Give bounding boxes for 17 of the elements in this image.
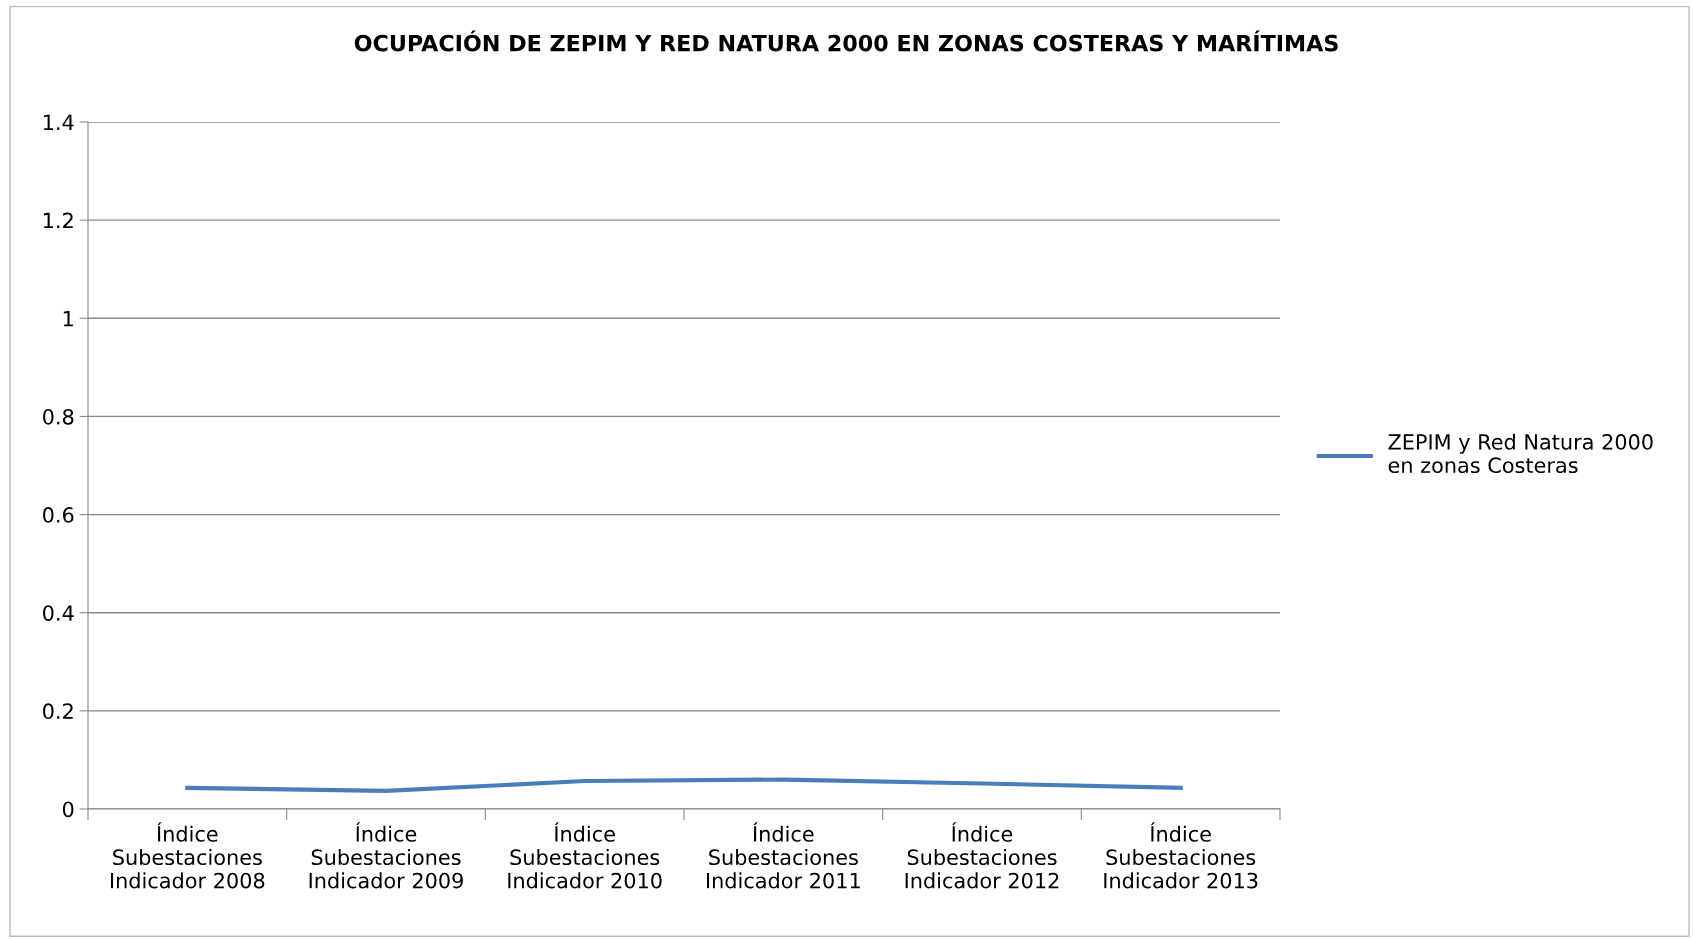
legend-label: ZEPIM y Red Natura 2000 en zonas Costeras (1388, 433, 1653, 474)
y-tick-label: 0.8 (43, 408, 74, 425)
x-tick-label: Índice Subestaciones Indicador 2008 (111, 822, 265, 889)
x-tick-label: Índice Subestaciones Indicador 2013 (1104, 822, 1258, 889)
x-tick-label: Índice Subestaciones Indicador 2011 (707, 822, 860, 889)
y-tick-label: 0 (62, 801, 74, 818)
x-tick-label: Índice Subestaciones Indicador 2012 (905, 822, 1059, 889)
x-tick-label: Índice Subestaciones Indicador 2010 (508, 822, 662, 889)
chart-title: OCUPACIÓN DE ZEPIM Y RED NATURA 2000 EN ZONAS COSTERAS Y MARÍTIMAS (354, 30, 1338, 52)
x-tick-label: Índice Subestaciones Indicador 2009 (309, 822, 463, 889)
y-tick-label: 1.4 (43, 114, 74, 130)
y-tick-label: 0.4 (43, 605, 74, 621)
line-series (185, 777, 1183, 793)
y-tick-label: 1 (63, 311, 73, 327)
y-tick-label: 1.2 (43, 212, 73, 229)
y-tick-label: 0.2 (43, 703, 73, 720)
y-tick-label: 0.6 (43, 507, 74, 523)
